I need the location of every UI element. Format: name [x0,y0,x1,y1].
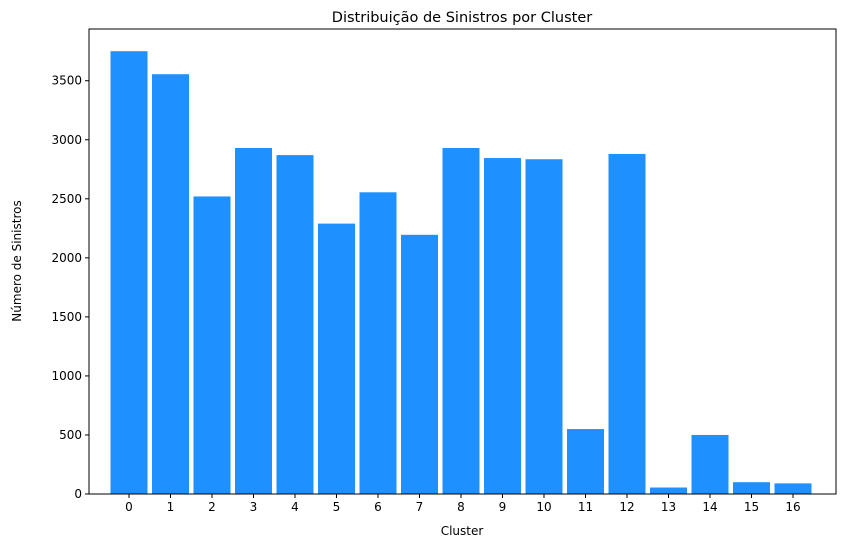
bar-cluster-7 [401,234,438,494]
bar-cluster-1 [152,74,189,494]
x-tick-label-4: 4 [291,500,299,514]
bar-cluster-5 [318,223,355,494]
x-axis-ticks: 0 1 2 3 4 5 6 7 8 9 10 11 12 13 14 15 16 [125,494,801,514]
chart-title: Distribuição de Sinistros por Cluster [332,10,592,26]
x-tick-label-10: 10 [536,500,551,514]
x-tick-label-7: 7 [416,500,424,514]
y-axis-label: Número de Sinistros [10,200,24,321]
x-tick-label-3: 3 [250,500,258,514]
bar-cluster-13 [650,487,687,494]
y-tick-label-0: 0 [74,487,82,501]
x-tick-label-5: 5 [333,500,341,514]
x-tick-label-9: 9 [499,500,507,514]
x-tick-label-0: 0 [125,500,133,514]
y-tick-label-3500: 3500 [51,74,82,88]
x-tick-label-8: 8 [457,500,465,514]
y-axis-ticks: 0 500 1000 1500 2000 2500 3000 3500 [51,74,89,501]
bar-cluster-0 [110,51,148,494]
y-tick-label-2500: 2500 [51,192,82,206]
y-tick-label-3000: 3000 [51,133,82,147]
bar-cluster-10 [525,159,563,495]
x-tick-label-13: 13 [661,500,676,514]
bar-cluster-3 [235,148,272,494]
x-tick-label-12: 12 [619,500,634,514]
bar-cluster-16 [774,483,812,494]
x-tick-label-11: 11 [578,500,593,514]
x-axis-label: Cluster [441,524,484,538]
bar-cluster-4 [276,155,314,495]
plot-frame [88,28,837,495]
bars-group [110,51,812,495]
x-tick-label-2: 2 [208,500,216,514]
x-tick-label-6: 6 [374,500,382,514]
bar-cluster-2 [193,196,231,494]
x-tick-label-1: 1 [167,500,175,514]
bar-cluster-11 [567,429,604,494]
x-tick-label-16: 16 [785,500,800,514]
bar-cluster-15 [733,482,770,494]
y-tick-label-500: 500 [59,428,82,442]
bar-cluster-14 [691,434,729,494]
bar-cluster-6 [359,192,397,495]
x-tick-label-15: 15 [744,500,759,514]
bar-cluster-9 [484,158,521,494]
y-tick-label-1500: 1500 [51,310,82,324]
bar-cluster-12 [608,153,646,494]
x-tick-label-14: 14 [702,500,717,514]
y-tick-label-2000: 2000 [51,251,82,265]
y-tick-label-1000: 1000 [51,369,82,383]
bar-cluster-8 [442,148,480,494]
